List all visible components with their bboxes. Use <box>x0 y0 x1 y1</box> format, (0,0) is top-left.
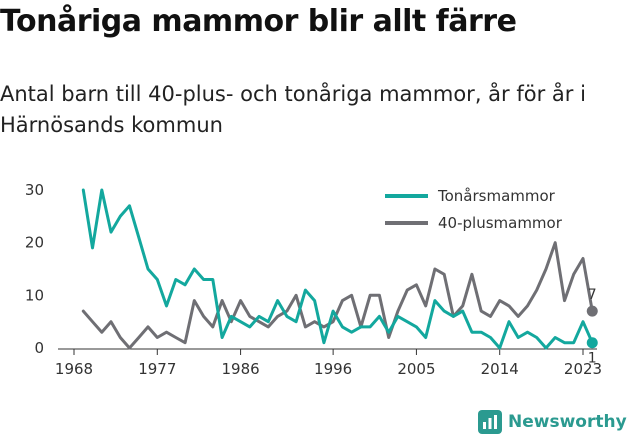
series-line-40-plusmammor <box>81 241 594 350</box>
series-line-tonarsmammor <box>81 188 594 350</box>
legend-label: Tonårsmammor <box>437 187 556 205</box>
y-axis: 0 10 20 30 <box>25 181 44 357</box>
x-tick-label: 2014 <box>481 360 519 378</box>
brand-logo: Newsworthy <box>478 410 627 434</box>
chart-subtitle: Antal barn till 40-plus- och tonåriga ma… <box>0 82 586 137</box>
x-tick-label: 2005 <box>397 360 435 378</box>
y-tick-label: 0 <box>34 339 44 357</box>
series-end-label: 7 <box>588 287 597 303</box>
x-tick-label: 1996 <box>314 360 352 378</box>
y-tick-label: 30 <box>25 181 44 199</box>
y-tick-label: 10 <box>25 286 44 304</box>
x-tick-label: 1977 <box>138 360 176 378</box>
x-tick-label: 1968 <box>55 360 93 378</box>
brand-name: Newsworthy <box>508 412 627 432</box>
x-axis: 1968 1977 1986 1996 2005 2014 2023 <box>55 348 602 378</box>
legend: Tonårsmammor 40-plusmammor <box>385 187 563 232</box>
newsworthy-logo-icon <box>478 410 502 434</box>
chart-title: Tonåriga mammor blir allt färre <box>0 4 517 39</box>
series-end-point <box>586 305 598 317</box>
y-tick-label: 20 <box>25 234 44 252</box>
x-tick-label: 1986 <box>221 360 259 378</box>
series-end-point <box>586 337 598 349</box>
series-end-label: 1 <box>588 351 597 367</box>
series-layer: 71 <box>81 188 598 367</box>
x-tick-label: 2023 <box>564 360 602 378</box>
legend-label: 40-plusmammor <box>438 214 563 232</box>
